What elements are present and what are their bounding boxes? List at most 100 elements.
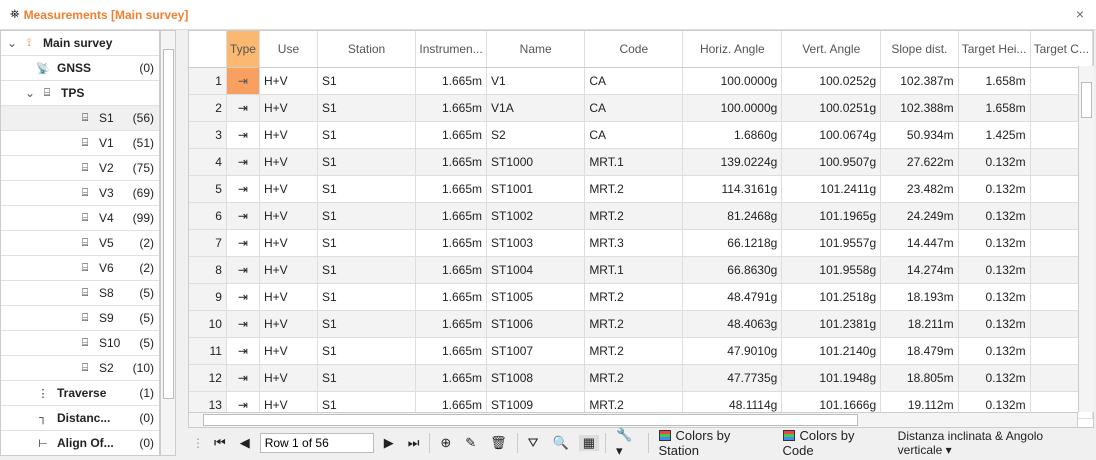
- measurement-mode-dropdown[interactable]: Distanza inclinata & Angolo verticale ▾: [897, 429, 1044, 457]
- table-cell: 18.805m: [880, 364, 959, 392]
- tree-scrollbar[interactable]: [160, 30, 176, 456]
- table-cell: S1: [317, 148, 417, 176]
- table-cell: ST1005: [486, 283, 586, 311]
- grid-horizontal-scrollbar[interactable]: [188, 412, 1078, 428]
- column-header[interactable]: Slope dist.: [880, 31, 959, 68]
- column-header[interactable]: Horiz. Angle: [682, 31, 783, 68]
- table-row[interactable]: 1 ⇥ H+V S1 1.665m V1 CA 100.0000g 100.0252g 102.3…: [189, 67, 1093, 95]
- column-header[interactable]: Instrumen...: [415, 31, 488, 68]
- table-cell: 47.7735g: [682, 364, 783, 392]
- previous-record-button[interactable]: ◀: [239, 435, 250, 450]
- colors-by-code-label: Colors by Code: [782, 428, 855, 458]
- table-cell: 100.0000g: [682, 94, 783, 122]
- tree-item[interactable]: ⌄ ⌸ TPS: [1, 81, 159, 106]
- table-cell: 101.2381g: [781, 310, 882, 338]
- close-button[interactable]: ×: [1075, 6, 1084, 22]
- column-header[interactable]: Target C...: [1030, 31, 1093, 68]
- expand-chevron-icon[interactable]: ⌄: [25, 86, 36, 100]
- table-cell: 0.132m: [958, 337, 1031, 365]
- tree-item[interactable]: ⌸ V6 (2): [1, 256, 159, 281]
- table-cell: MRT.2: [584, 364, 684, 392]
- column-header[interactable]: Vert. Angle: [781, 31, 882, 68]
- tree-item[interactable]: ⌸ S9 (5): [1, 306, 159, 331]
- first-record-button[interactable]: ⏮: [214, 435, 226, 450]
- table-row[interactable]: 10 ⇥ H+V S1 1.665m ST1006 MRT.2 48.4063g 101.238…: [189, 310, 1093, 338]
- table-row[interactable]: 8 ⇥ H+V S1 1.665m ST1004 MRT.1 66.8630g 101.9558…: [189, 256, 1093, 284]
- table-cell: 101.1948g: [781, 364, 882, 392]
- tree-item[interactable]: ┐ Distanc... (0): [1, 406, 159, 431]
- table-row[interactable]: 12 ⇥ H+V S1 1.665m ST1008 MRT.2 47.7735g 101.194…: [189, 364, 1093, 392]
- table-row[interactable]: 7 ⇥ H+V S1 1.665m ST1003 MRT.3 66.1218g 101.9557…: [189, 229, 1093, 257]
- distance-icon: ┐: [39, 412, 47, 424]
- tree-item[interactable]: ⌸ V2 (75): [1, 156, 159, 181]
- measurement-mode-label: Distanza inclinata & Angolo verticale: [897, 429, 1044, 457]
- column-fit-icon[interactable]: ▦: [578, 435, 600, 451]
- hv-measure-icon: ⇥: [226, 148, 260, 176]
- table-cell: 18.193m: [880, 283, 959, 311]
- colors-by-code-button[interactable]: Colors by Code: [779, 428, 888, 458]
- table-row[interactable]: 11 ⇥ H+V S1 1.665m ST1007 MRT.2 47.9010g 101.214…: [189, 337, 1093, 365]
- table-cell: 1.665m: [415, 337, 488, 365]
- tree-item-label: Traverse: [57, 386, 107, 400]
- tree-item[interactable]: ⌸ V4 (99): [1, 206, 159, 231]
- filter-icon[interactable]: ⛛: [527, 435, 539, 450]
- expand-chevron-icon[interactable]: ⌄: [7, 36, 18, 50]
- tree-item[interactable]: ⋮ Traverse (1): [1, 381, 159, 406]
- tree-item[interactable]: ⌄ ⟟ Main survey: [1, 31, 159, 56]
- tree-item-label: V6: [99, 261, 114, 275]
- tree-item[interactable]: ⌸ V5 (2): [1, 231, 159, 256]
- tree-item-label: GNSS: [57, 61, 92, 75]
- column-header[interactable]: Code: [584, 31, 684, 68]
- tree-item[interactable]: ⌸ V1 (51): [1, 131, 159, 156]
- hv-measure-icon: ⇥: [226, 310, 260, 338]
- tree-item[interactable]: ⊢ Align Of... (0): [1, 431, 159, 455]
- table-cell: H+V: [259, 364, 319, 392]
- column-header[interactable]: Station: [317, 31, 417, 68]
- delete-icon[interactable]: 🗑: [490, 435, 507, 450]
- table-cell: ST1007: [486, 337, 586, 365]
- next-record-button[interactable]: ▶: [383, 435, 394, 450]
- row-number: 12: [189, 364, 227, 392]
- edit-icon[interactable]: ✎: [465, 435, 477, 450]
- grid-toolbar: ⋮ ⏮ ◀ ▶ ⏭ ⊕ ✎ 🗑 ⛛ 🔍 ▦ 🔧▾ Colors by Stati…: [188, 427, 1094, 458]
- add-icon[interactable]: ⊕: [440, 435, 452, 450]
- row-indicator-input[interactable]: [259, 433, 374, 453]
- table-cell: H+V: [259, 283, 319, 311]
- table-cell: MRT.1: [584, 148, 684, 176]
- colors-by-station-button[interactable]: Colors by Station: [655, 428, 773, 458]
- table-row[interactable]: 9 ⇥ H+V S1 1.665m ST1005 MRT.2 48.4791g 101.2518…: [189, 283, 1093, 311]
- last-record-button[interactable]: ⏭: [407, 435, 420, 450]
- tools-menu-icon[interactable]: 🔧▾: [616, 427, 633, 458]
- column-header[interactable]: Target Hei...: [958, 31, 1031, 68]
- table-cell: 0.132m: [958, 364, 1031, 392]
- table-row[interactable]: 6 ⇥ H+V S1 1.665m ST1002 MRT.2 81.2468g 101.1965…: [189, 202, 1093, 230]
- tree-item-label: S8: [99, 286, 114, 300]
- column-header[interactable]: [189, 31, 227, 68]
- table-cell: 100.0000g: [682, 67, 783, 95]
- tree-item[interactable]: ⌸ S2 (10): [1, 356, 159, 381]
- tree-item[interactable]: ⌸ S8 (5): [1, 281, 159, 306]
- table-cell: 1.665m: [415, 148, 488, 176]
- table-cell: 1.665m: [415, 283, 488, 311]
- tree-item[interactable]: ⌸ V3 (69): [1, 181, 159, 206]
- table-cell: H+V: [259, 67, 319, 95]
- row-number: 5: [189, 175, 227, 203]
- column-header[interactable]: Type: [226, 31, 260, 68]
- tree-item[interactable]: ⌸ S1 (56): [1, 106, 159, 131]
- table-cell: S1: [317, 121, 417, 149]
- table-cell: 139.0224g: [682, 148, 783, 176]
- table-cell: 114.3161g: [682, 175, 783, 203]
- row-number: 6: [189, 202, 227, 230]
- tree-item[interactable]: ⌸ S10 (5): [1, 331, 159, 356]
- table-row[interactable]: 2 ⇥ H+V S1 1.665m V1A CA 100.0000g 100.0251g 102.…: [189, 94, 1093, 122]
- grid-vertical-scrollbar[interactable]: [1078, 66, 1094, 412]
- tree-item[interactable]: 📡 GNSS (0): [1, 56, 159, 81]
- table-row[interactable]: 5 ⇥ H+V S1 1.665m ST1001 MRT.2 114.3161g 101.241…: [189, 175, 1093, 203]
- search-icon[interactable]: 🔍: [552, 435, 569, 450]
- table-row[interactable]: 4 ⇥ H+V S1 1.665m ST1000 MRT.1 139.0224g 100.950…: [189, 148, 1093, 176]
- column-header[interactable]: Use: [259, 31, 319, 68]
- table-cell: 14.447m: [880, 229, 959, 257]
- table-row[interactable]: 3 ⇥ H+V S1 1.665m S2 CA 1.6860g 100.0674g 50.934m…: [189, 121, 1093, 149]
- column-header[interactable]: Name: [486, 31, 586, 68]
- table-cell: 1.658m: [958, 67, 1031, 95]
